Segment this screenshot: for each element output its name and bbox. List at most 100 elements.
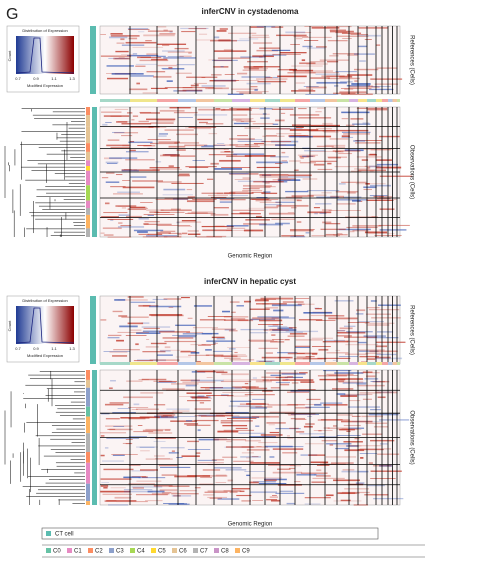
heatmap-cell bbox=[178, 117, 193, 118]
heatmap-cell bbox=[341, 118, 349, 120]
heatmap-cell bbox=[298, 108, 307, 110]
heatmap-cell bbox=[137, 56, 151, 59]
chromosome-bar bbox=[325, 99, 337, 102]
heatmap-cell bbox=[207, 496, 228, 499]
cluster-strip bbox=[86, 433, 90, 452]
heatmap-cell bbox=[353, 140, 366, 142]
heatmap-cell bbox=[375, 356, 391, 359]
heatmap-cell bbox=[163, 236, 182, 238]
heatmap-cell bbox=[156, 354, 173, 356]
heatmap-cell bbox=[310, 314, 338, 317]
heatmap-cell bbox=[109, 351, 128, 353]
heatmap-cell bbox=[316, 81, 347, 84]
heatmap-cell bbox=[227, 347, 251, 348]
heatmap-cell bbox=[113, 193, 143, 195]
heatmap-cell bbox=[144, 220, 160, 223]
heatmap-cell bbox=[194, 114, 228, 116]
heatmap-cell bbox=[263, 329, 269, 331]
heatmap-cell bbox=[127, 322, 144, 325]
heatmap-cell bbox=[357, 449, 384, 451]
heatmap-cell bbox=[187, 212, 208, 214]
heatmap-cell bbox=[275, 201, 295, 203]
heatmap-cell bbox=[252, 377, 257, 379]
heatmap-cell bbox=[241, 446, 269, 448]
heatmap-cell bbox=[135, 63, 157, 65]
heatmap-cell bbox=[365, 198, 397, 200]
heatmap-cell bbox=[298, 319, 323, 321]
heatmap-cell bbox=[334, 300, 354, 302]
heatmap-cell bbox=[144, 223, 172, 225]
heatmap-cell bbox=[236, 494, 252, 497]
tick-label: 0.9 bbox=[33, 76, 39, 81]
heatmap-cell bbox=[272, 471, 303, 474]
heatmap-cell bbox=[157, 181, 182, 183]
heatmap-cell bbox=[263, 191, 271, 193]
observations-label: Observations (Cells) bbox=[408, 410, 414, 464]
heatmap-cell bbox=[154, 458, 171, 460]
heatmap-cell bbox=[253, 481, 276, 483]
chromosome-bar bbox=[130, 99, 157, 102]
heatmap-cell bbox=[223, 429, 255, 431]
heatmap-cell bbox=[114, 299, 126, 301]
heatmap-cell bbox=[293, 36, 309, 38]
heatmap-cell bbox=[261, 376, 294, 378]
heatmap-cell bbox=[255, 303, 287, 305]
heatmap-cell bbox=[159, 349, 181, 351]
heatmap-cell bbox=[376, 331, 394, 333]
heatmap-cell bbox=[209, 497, 222, 499]
heatmap-cell bbox=[370, 409, 381, 411]
heatmap-cell bbox=[138, 304, 151, 307]
heatmap-cell bbox=[306, 63, 328, 65]
heatmap-cell bbox=[277, 75, 307, 78]
heatmap-cell bbox=[350, 118, 364, 120]
cluster-strip bbox=[86, 416, 90, 434]
heatmap-cell bbox=[190, 351, 200, 354]
heatmap-cell bbox=[180, 351, 197, 353]
legend-text: C1 bbox=[74, 549, 82, 555]
heatmap-cell bbox=[130, 301, 156, 303]
heatmap-cell bbox=[279, 490, 294, 492]
x-label: Modified Expression bbox=[27, 83, 63, 88]
heatmap-cell bbox=[271, 218, 295, 220]
heatmap-cell bbox=[335, 71, 357, 73]
heatmap-cell bbox=[186, 424, 211, 426]
heatmap-cell bbox=[113, 57, 130, 60]
heatmap-cell bbox=[174, 47, 189, 50]
cluster-strip bbox=[86, 501, 90, 505]
heatmap-cell bbox=[172, 334, 197, 336]
heatmap-cell bbox=[123, 396, 153, 399]
heatmap-cell bbox=[300, 157, 304, 159]
heatmap-cell bbox=[346, 85, 371, 87]
chromosome-bar bbox=[337, 362, 349, 365]
heatmap-cell bbox=[357, 45, 368, 48]
heatmap-cell bbox=[168, 165, 174, 167]
heatmap-cell bbox=[139, 111, 151, 114]
heatmap-cell bbox=[131, 119, 135, 121]
heatmap-cell bbox=[137, 231, 148, 233]
heatmap-cell bbox=[127, 296, 144, 298]
heatmap-cell bbox=[188, 166, 209, 168]
heatmap-cell bbox=[161, 491, 172, 494]
heatmap-cell bbox=[287, 413, 316, 415]
heatmap-cell bbox=[103, 487, 108, 489]
heatmap-cell bbox=[246, 82, 271, 85]
heatmap-cell bbox=[369, 153, 377, 155]
cluster-strip bbox=[86, 462, 90, 484]
heatmap-cell bbox=[146, 118, 176, 121]
heatmap-cell bbox=[180, 379, 200, 382]
heatmap-cell bbox=[117, 299, 148, 301]
heatmap-cell bbox=[338, 183, 346, 185]
heatmap-cell bbox=[244, 382, 249, 385]
heatmap-cell bbox=[135, 65, 146, 67]
heatmap-cell bbox=[276, 34, 307, 37]
heatmap-cell bbox=[213, 207, 229, 209]
heatmap-cell bbox=[186, 188, 193, 191]
heatmap-cell bbox=[303, 425, 313, 428]
heatmap-cell bbox=[198, 108, 226, 111]
heatmap-cell bbox=[147, 490, 165, 493]
heatmap-cell bbox=[187, 475, 211, 477]
tick-label: 0.9 bbox=[33, 346, 39, 351]
heatmap-cell bbox=[175, 72, 192, 74]
heatmap-cell bbox=[375, 341, 406, 343]
chromosome-bar bbox=[358, 99, 367, 102]
